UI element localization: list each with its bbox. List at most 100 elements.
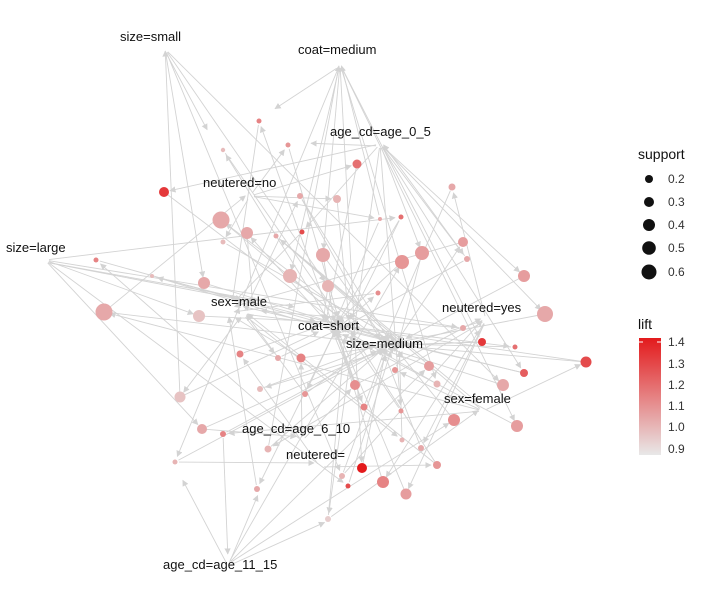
node-coat-short: coat=short [298,318,359,333]
rule-edge-111 [231,422,450,563]
rule-node-47 [398,408,404,414]
lift-tick-0: 1.4 [668,335,685,349]
support-label-3: 0.5 [668,241,685,255]
node-age-0-5: age_cd=age_0_5 [330,124,431,139]
rule-node-5 [297,193,303,199]
rule-edge-28 [246,236,256,305]
rule-node-31 [478,338,486,346]
rule-edge-10 [244,200,298,311]
rule-node-61 [254,486,260,492]
rule-edge-140 [408,323,485,490]
rule-node-32 [512,344,518,350]
rule-edge-104 [183,331,319,396]
rule-node-24 [518,270,530,282]
rule-edge-155 [229,494,259,563]
rule-node-52 [264,445,272,453]
rule-node-41 [350,380,360,390]
rule-node-36 [236,350,244,358]
support-label-4: 0.6 [668,265,685,279]
rule-edge-156 [182,479,227,563]
rule-edge-89 [167,51,500,382]
rule-edge-63 [48,260,194,315]
rule-node-18 [316,248,330,262]
rule-edge-96 [340,67,437,379]
rule-node-4 [159,187,169,197]
lift-tick-2: 1.2 [668,378,685,392]
rule-edge-152 [310,140,377,147]
rule-edge-143 [226,316,257,486]
rule-node-57 [339,473,345,479]
rule-node-50 [197,424,207,434]
rule-node-55 [433,461,441,469]
node-neutered-blank: neutered= [286,447,345,462]
rule-node-8 [398,214,404,220]
rule-node-15 [458,237,468,247]
rule-node-35 [275,355,281,361]
support-key-3 [642,241,656,255]
node-coat-medium: coat=medium [298,42,376,57]
rule-edge-74 [486,364,582,410]
rule-edge-0 [260,126,335,328]
rule-node-19 [283,269,297,283]
rule-edge-113 [341,67,515,422]
rule-node-33 [580,356,592,368]
rule-node-16 [415,246,429,260]
rule-node-10 [299,229,305,235]
rule-edge-103 [183,316,241,393]
rule-edge-75 [352,326,583,362]
rule-edge-120 [222,437,231,555]
rule-edge-48 [100,263,300,439]
rule-edge-12 [301,199,390,341]
rule-edge-68 [260,308,460,329]
rule-node-30 [460,325,466,331]
rule-node-13 [220,239,226,245]
rule-edge-114 [342,334,514,425]
rule-node-34 [296,353,306,363]
node-sex-male: sex=male [211,294,267,309]
rule-edge-34 [393,246,461,346]
rule-edge-40 [320,67,341,250]
rule-node-27 [95,303,113,321]
lift-tick-1: 1.3 [668,357,685,371]
rule-edge-43 [289,67,340,271]
rule-edge-52 [165,52,206,278]
rule-edge-133 [166,52,341,472]
rule-node-63 [325,516,331,522]
node-size-medium: size=medium [346,336,423,351]
rule-edge-44 [292,278,343,322]
rule-edge-17 [48,215,396,260]
rule-node-56 [357,463,367,473]
rule-node-3 [352,159,362,169]
rule-node-54 [418,445,424,451]
node-size-large: size=large [6,240,66,255]
rule-edge-29 [225,199,249,238]
rule-node-0 [256,118,262,124]
rule-edge-157 [231,521,326,565]
rule-edge-64 [202,315,342,326]
support-label-2: 0.4 [668,218,685,232]
rule-node-7 [448,183,456,191]
rule-node-62 [172,459,178,465]
rule-edge-2 [225,154,334,328]
rule-node-12 [241,227,253,239]
rule-edge-131 [339,67,365,463]
rule-edge-3 [224,153,344,324]
rule-edge-110 [349,335,400,408]
rule-node-40 [392,367,398,373]
rule-edge-4 [252,149,285,194]
rule-edge-90 [387,347,500,385]
node-age-11-15: age_cd=age_11_15 [163,557,277,572]
rule-edge-56 [166,52,325,282]
rule-edge-32 [278,238,403,346]
rule-edge-145 [178,349,386,461]
rule-node-9 [378,217,382,221]
rule-node-25 [322,280,334,292]
rule-edge-109 [379,147,404,406]
rule-node-26 [375,290,381,296]
rule-edge-46 [345,260,464,327]
rule-edge-31 [280,239,481,409]
rule-node-48 [448,414,460,426]
rule-node-14 [273,233,279,239]
rule-node-22 [150,274,154,278]
